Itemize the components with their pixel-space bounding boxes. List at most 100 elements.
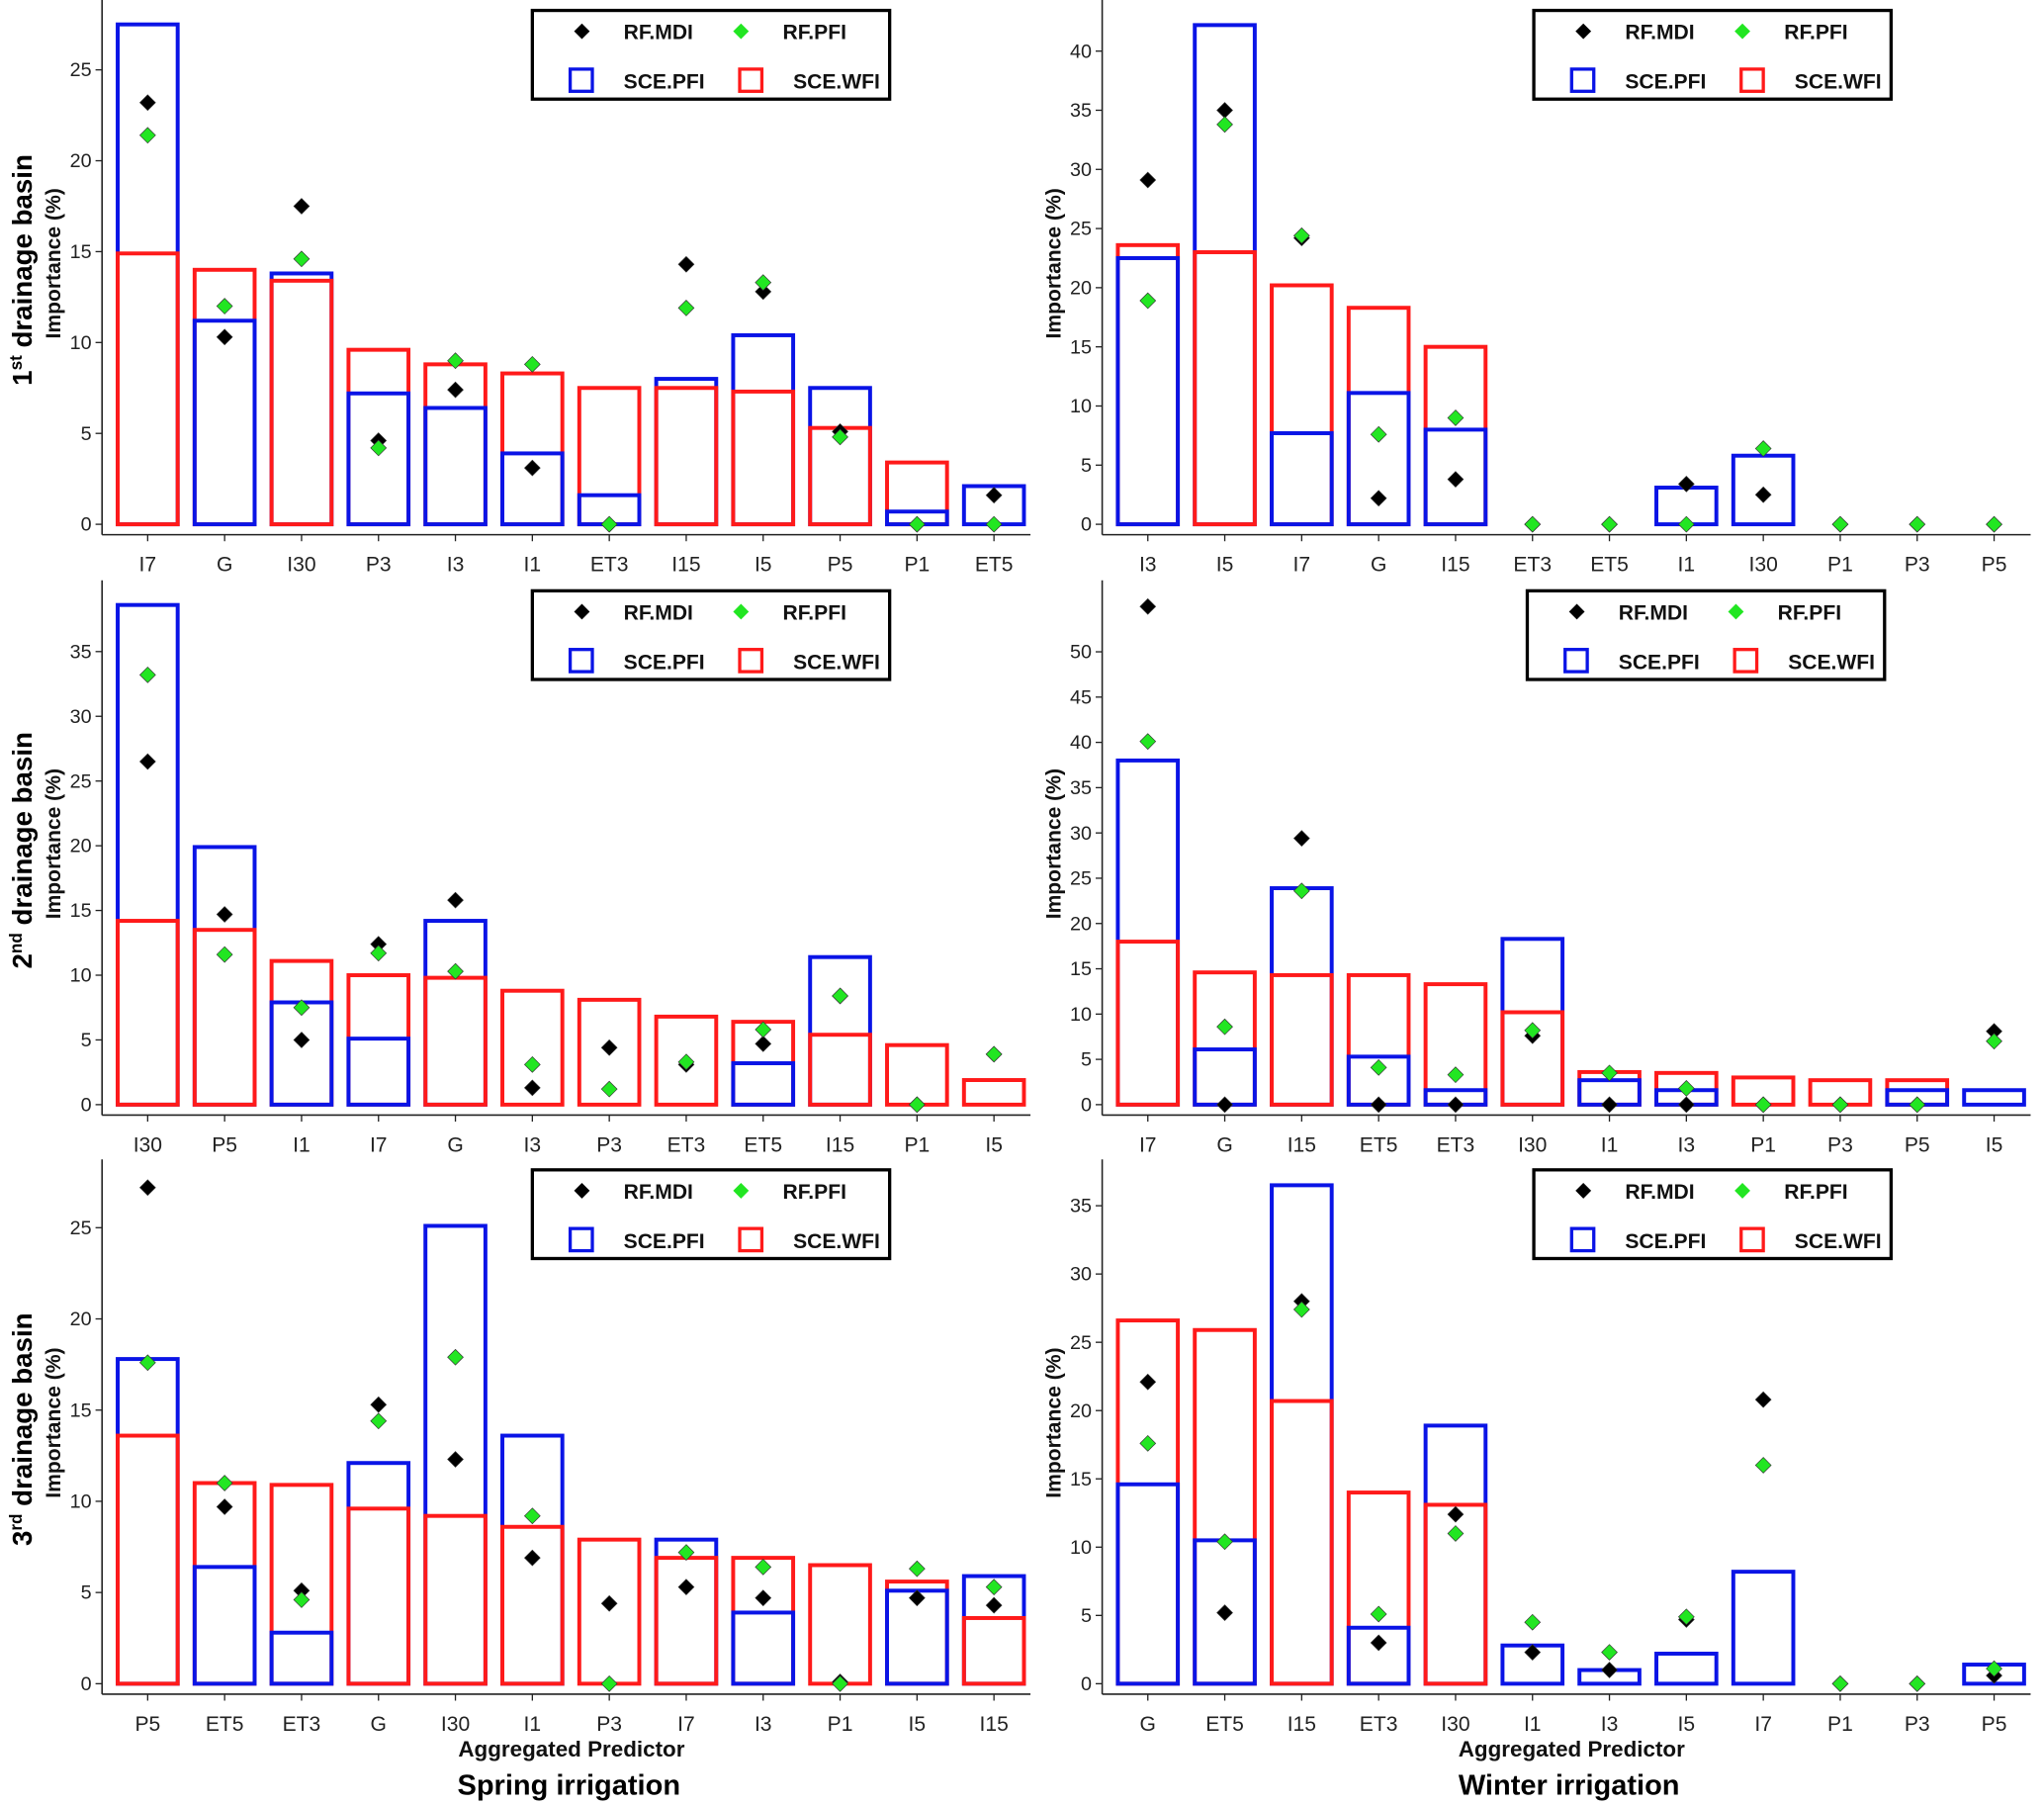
y-tick-label: 25: [1070, 1332, 1092, 1354]
point-rf-mdi: [1754, 1391, 1772, 1408]
point-rf-mdi: [447, 891, 464, 909]
x-tick-label: ET5: [975, 554, 1014, 577]
point-rf-mdi: [1370, 1096, 1387, 1114]
x-tick-label: ET5: [744, 1133, 782, 1156]
point-rf-pfi: [216, 1475, 233, 1491]
point-rf-pfi: [677, 1544, 695, 1561]
point-rf-pfi: [1677, 515, 1695, 533]
point-rf-pfi: [1909, 515, 1926, 533]
x-tick-label: P5: [828, 554, 853, 577]
y-tick-label: 25: [70, 1218, 92, 1239]
legend-rf-mdi-icon: [1568, 603, 1585, 620]
x-tick-label: I7: [1293, 554, 1311, 577]
legend-sce-pfi-icon: [568, 648, 594, 674]
bar-sce-wfi: [423, 1513, 488, 1686]
legend-rf-mdi-label: RF.MDI: [1625, 22, 1694, 45]
point-rf-mdi: [1139, 597, 1157, 615]
bar-sce-pfi: [1423, 1423, 1488, 1686]
x-tick-label: I3: [1601, 1713, 1619, 1736]
x-axis-label: Aggregated Predictor: [458, 1737, 684, 1761]
point-rf-pfi: [1524, 1613, 1542, 1631]
point-rf-pfi: [370, 945, 388, 962]
x-tick-label: P5: [1982, 554, 2007, 577]
bar-sce-pfi: [1115, 758, 1181, 1107]
bar-sce-wfi: [269, 278, 334, 527]
point-rf-mdi: [985, 1596, 1003, 1614]
y-tick-label: 45: [1070, 686, 1092, 708]
bar-sce-wfi: [500, 988, 565, 1107]
legend-sce-wfi-label: SCE.WFI: [793, 71, 880, 94]
point-rf-mdi: [370, 1396, 388, 1413]
bar-sce-wfi: [500, 1524, 565, 1686]
x-tick-label: ET3: [283, 1713, 321, 1736]
bar-sce-pfi: [1270, 886, 1334, 1107]
bar-sce-wfi: [1346, 1490, 1411, 1686]
point-rf-pfi: [523, 1507, 541, 1525]
point-rf-mdi: [523, 1079, 541, 1097]
point-rf-pfi: [1524, 515, 1542, 533]
x-tick-label: I7: [139, 554, 157, 577]
point-rf-mdi: [1370, 490, 1387, 507]
legend-sce-wfi-label: SCE.WFI: [793, 651, 880, 674]
x-tick-label: I5: [1216, 554, 1234, 577]
x-tick-label: I3: [755, 1713, 772, 1736]
y-tick-label: 5: [81, 1582, 92, 1604]
bar-sce-wfi: [885, 460, 949, 527]
bar-sce-wfi: [961, 1078, 1026, 1107]
bar-sce-wfi: [1193, 250, 1257, 527]
point-rf-pfi: [1139, 733, 1157, 751]
bar-sce-pfi: [1193, 23, 1257, 527]
x-tick-label: I30: [441, 1713, 470, 1736]
point-rf-pfi: [677, 1053, 695, 1071]
bar-sce-pfi: [346, 1461, 411, 1686]
bar-sce-wfi: [731, 389, 796, 527]
legend-rf-mdi-icon: [574, 1183, 590, 1199]
bar-sce-wfi: [654, 1556, 719, 1686]
panel-row2-col2: 0 5 10 15 20 25 30 35 40 45 50 Importance (%) I7 G I15…: [1042, 580, 2031, 1156]
y-tick-label: 0: [81, 514, 92, 536]
y-tick-label: 15: [70, 241, 92, 263]
point-rf-pfi: [1370, 1058, 1387, 1076]
bar-sce-pfi: [500, 451, 565, 527]
x-tick-label: P3: [1827, 1133, 1853, 1156]
bar-sce-wfi: [654, 386, 719, 527]
y-tick-label: 5: [1081, 455, 1092, 477]
legend: RF.MDI RF.PFI SCE.PFI SCE.WFI: [1525, 588, 1887, 681]
point-rf-mdi: [523, 1549, 541, 1567]
y-axis-label: Importance (%): [43, 1348, 65, 1498]
legend-rf-pfi-icon: [733, 1183, 750, 1199]
x-tick-label: I5: [755, 554, 772, 577]
x-tick-label: I7: [1754, 1713, 1772, 1736]
x-tick-label: G: [1140, 1713, 1156, 1736]
x-tick-label: I3: [1678, 1133, 1696, 1156]
y-tick-label: 5: [1081, 1605, 1092, 1627]
x-tick-label: P3: [596, 1133, 622, 1156]
y-tick-label: 30: [1070, 1264, 1092, 1286]
bar-sce-wfi: [808, 1563, 872, 1686]
y-tick-label: 10: [1070, 396, 1092, 417]
legend-rf-pfi-label: RF.PFI: [783, 601, 846, 624]
point-rf-pfi: [138, 1354, 156, 1372]
x-tick-label: G: [217, 554, 232, 577]
legend-rf-mdi-icon: [1575, 1183, 1592, 1199]
bar-sce-wfi: [1270, 972, 1334, 1107]
bar-sce-pfi: [269, 271, 334, 527]
bar-sce-pfi: [1346, 1625, 1411, 1686]
x-tick-label: P1: [828, 1713, 853, 1736]
legend-sce-pfi-icon: [1569, 1226, 1596, 1253]
point-rf-pfi: [908, 1560, 926, 1578]
legend: RF.MDI RF.PFI SCE.PFI SCE.WFI: [1532, 1168, 1894, 1261]
bar-sce-pfi: [192, 318, 257, 527]
point-rf-pfi: [447, 352, 464, 370]
x-tick-label: I15: [1288, 1133, 1316, 1156]
x-tick-label: P1: [1827, 1713, 1853, 1736]
x-tick-label: ET3: [1360, 1713, 1398, 1736]
bar-sce-pfi: [269, 1000, 334, 1107]
y-tick-label: 40: [1070, 41, 1092, 62]
point-rf-mdi: [293, 198, 311, 215]
x-tick-label: G: [447, 1133, 463, 1156]
point-rf-mdi: [908, 1589, 926, 1607]
x-tick-label: ET5: [1205, 1713, 1244, 1736]
point-rf-mdi: [1677, 1096, 1695, 1114]
